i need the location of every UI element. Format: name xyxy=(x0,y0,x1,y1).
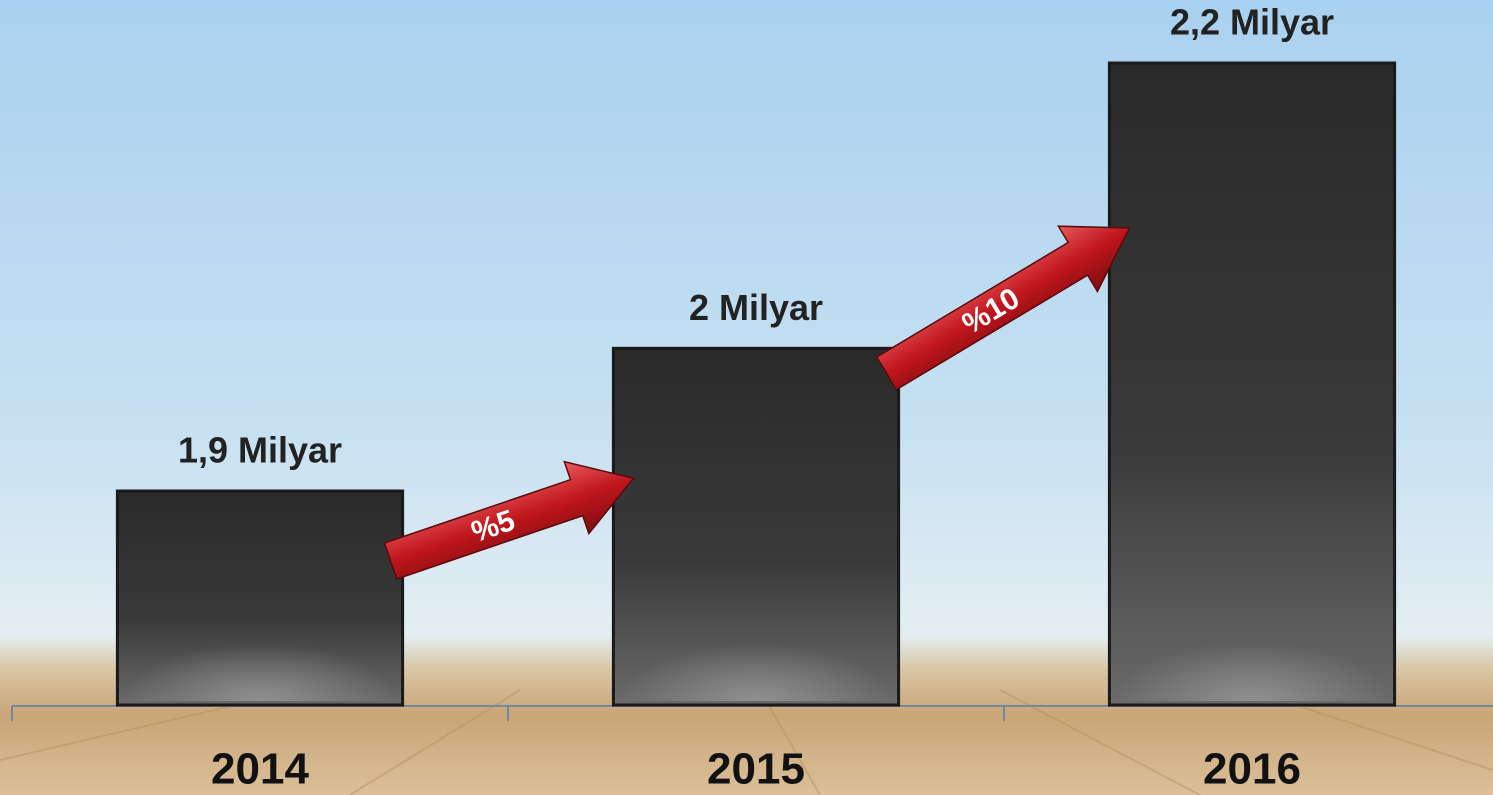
bar-glow xyxy=(1113,585,1391,701)
bar-glow xyxy=(121,585,399,701)
arrow-shape xyxy=(383,460,635,580)
value-label: 2,2 Milyar xyxy=(1170,2,1334,43)
x-tick-label: 2016 xyxy=(1203,745,1301,794)
value-label: 2 Milyar xyxy=(689,287,823,328)
growth-arrow: %5 xyxy=(383,460,635,580)
value-label: 1,9 Milyar xyxy=(178,430,342,471)
x-tick-label: 2014 xyxy=(211,745,309,794)
arrow-shape xyxy=(875,225,1131,391)
x-tick-label: 2015 xyxy=(707,745,805,794)
bar-glow xyxy=(617,585,895,701)
